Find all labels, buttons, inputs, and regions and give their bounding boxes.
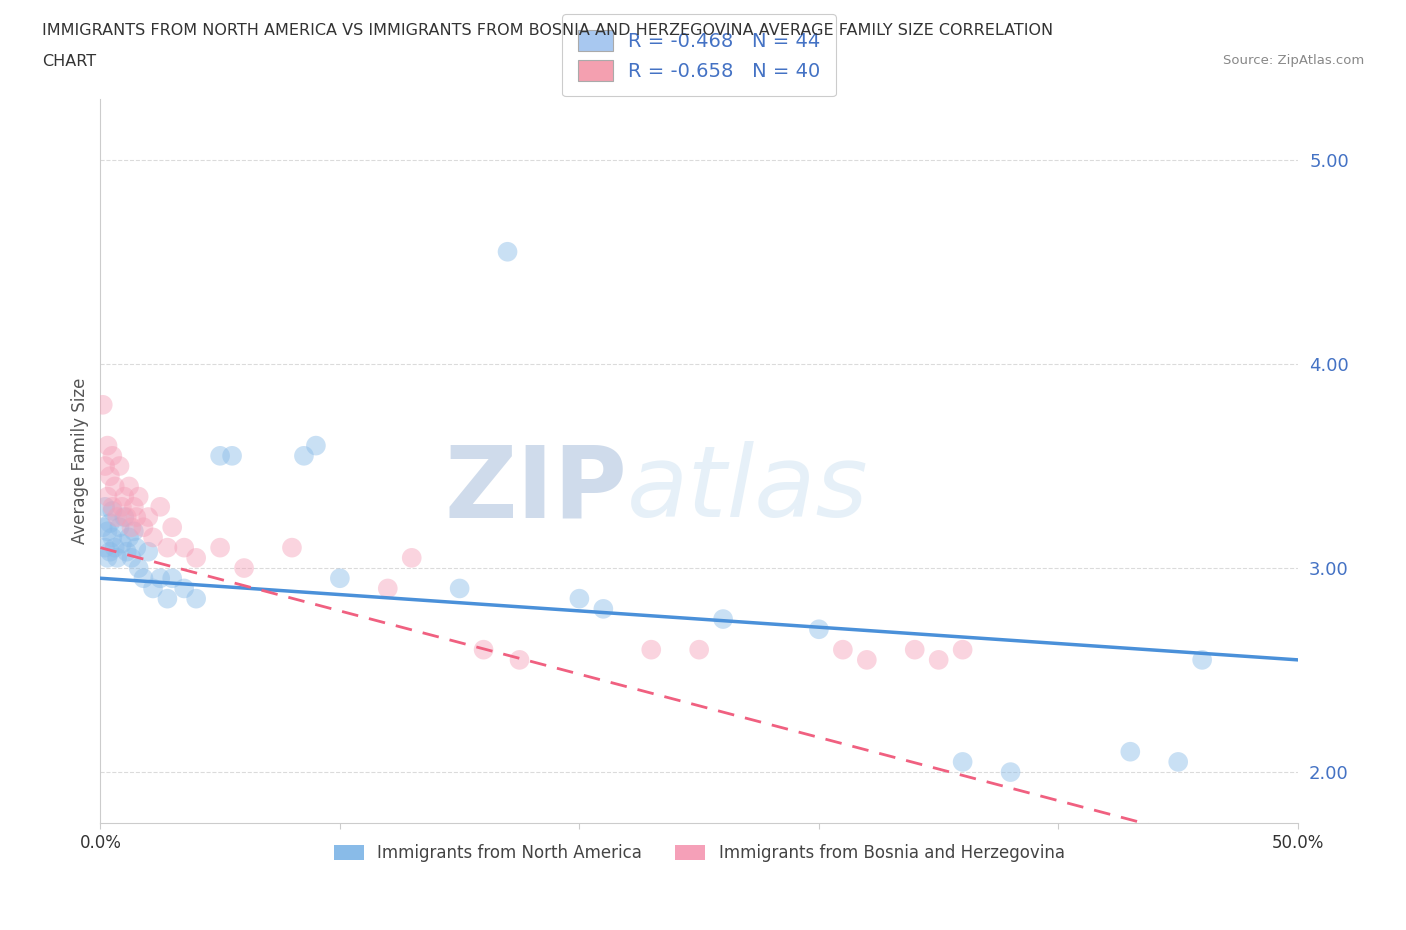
Point bbox=[101, 503, 124, 518]
Point bbox=[105, 551, 128, 565]
Text: Source: ZipAtlas.com: Source: ZipAtlas.com bbox=[1223, 54, 1364, 67]
Point bbox=[281, 540, 304, 555]
Text: atlas: atlas bbox=[627, 442, 869, 538]
Point bbox=[125, 540, 148, 555]
Point bbox=[94, 499, 117, 514]
Point bbox=[108, 520, 131, 535]
Point bbox=[115, 510, 138, 525]
Point bbox=[98, 469, 121, 484]
Point bbox=[149, 499, 172, 514]
Point bbox=[688, 643, 710, 658]
Point bbox=[160, 571, 183, 586]
Point bbox=[121, 551, 143, 565]
Point bbox=[496, 245, 519, 259]
Point bbox=[122, 524, 145, 538]
Text: IMMIGRANTS FROM NORTH AMERICA VS IMMIGRANTS FROM BOSNIA AND HERZEGOVINA AVERAGE : IMMIGRANTS FROM NORTH AMERICA VS IMMIGRA… bbox=[42, 23, 1053, 38]
Point bbox=[111, 499, 134, 514]
Point bbox=[104, 479, 127, 494]
Point bbox=[149, 571, 172, 586]
Point bbox=[91, 397, 114, 412]
Point bbox=[209, 540, 232, 555]
Point bbox=[1000, 764, 1022, 779]
Point bbox=[329, 571, 352, 586]
Point bbox=[377, 581, 399, 596]
Point bbox=[305, 438, 328, 453]
Point bbox=[94, 458, 117, 473]
Point bbox=[96, 489, 118, 504]
Point bbox=[98, 516, 121, 531]
Point bbox=[111, 536, 134, 551]
Point bbox=[807, 622, 830, 637]
Point bbox=[904, 643, 927, 658]
Point bbox=[101, 499, 124, 514]
Point bbox=[128, 561, 150, 576]
Point bbox=[91, 520, 114, 535]
Point bbox=[233, 561, 256, 576]
Point bbox=[96, 551, 118, 565]
Point bbox=[156, 591, 179, 606]
Point bbox=[186, 551, 208, 565]
Point bbox=[132, 571, 155, 586]
Legend: Immigrants from North America, Immigrants from Bosnia and Herzegovina: Immigrants from North America, Immigrant… bbox=[328, 838, 1071, 870]
Point bbox=[1167, 754, 1189, 769]
Point bbox=[221, 448, 243, 463]
Point bbox=[96, 438, 118, 453]
Point bbox=[104, 540, 127, 555]
Point bbox=[108, 458, 131, 473]
Point bbox=[118, 479, 141, 494]
Point bbox=[118, 530, 141, 545]
Point bbox=[472, 643, 495, 658]
Point bbox=[173, 581, 195, 596]
Point bbox=[156, 540, 179, 555]
Point bbox=[831, 643, 853, 658]
Point bbox=[142, 530, 165, 545]
Point bbox=[1191, 653, 1213, 668]
Point bbox=[125, 510, 148, 525]
Point bbox=[112, 510, 135, 525]
Point bbox=[94, 540, 117, 555]
Point bbox=[136, 544, 159, 559]
Point bbox=[121, 520, 143, 535]
Point bbox=[160, 520, 183, 535]
Point bbox=[136, 510, 159, 525]
Point bbox=[101, 448, 124, 463]
Point bbox=[128, 489, 150, 504]
Point bbox=[186, 591, 208, 606]
Point bbox=[568, 591, 591, 606]
Point bbox=[640, 643, 662, 658]
Point bbox=[856, 653, 879, 668]
Point bbox=[105, 510, 128, 525]
Point bbox=[173, 540, 195, 555]
Point bbox=[928, 653, 950, 668]
Point bbox=[209, 448, 232, 463]
Point bbox=[508, 653, 530, 668]
Point bbox=[96, 524, 118, 538]
Point bbox=[101, 530, 124, 545]
Point bbox=[1119, 744, 1142, 759]
Point bbox=[711, 612, 734, 627]
Text: CHART: CHART bbox=[42, 54, 96, 69]
Y-axis label: Average Family Size: Average Family Size bbox=[72, 378, 89, 544]
Point bbox=[122, 499, 145, 514]
Point bbox=[592, 602, 614, 617]
Point bbox=[98, 544, 121, 559]
Point bbox=[132, 520, 155, 535]
Point bbox=[952, 643, 974, 658]
Point bbox=[142, 581, 165, 596]
Point bbox=[401, 551, 423, 565]
Point bbox=[112, 489, 135, 504]
Point bbox=[292, 448, 315, 463]
Point bbox=[115, 544, 138, 559]
Text: ZIP: ZIP bbox=[444, 442, 627, 538]
Point bbox=[952, 754, 974, 769]
Point bbox=[449, 581, 471, 596]
